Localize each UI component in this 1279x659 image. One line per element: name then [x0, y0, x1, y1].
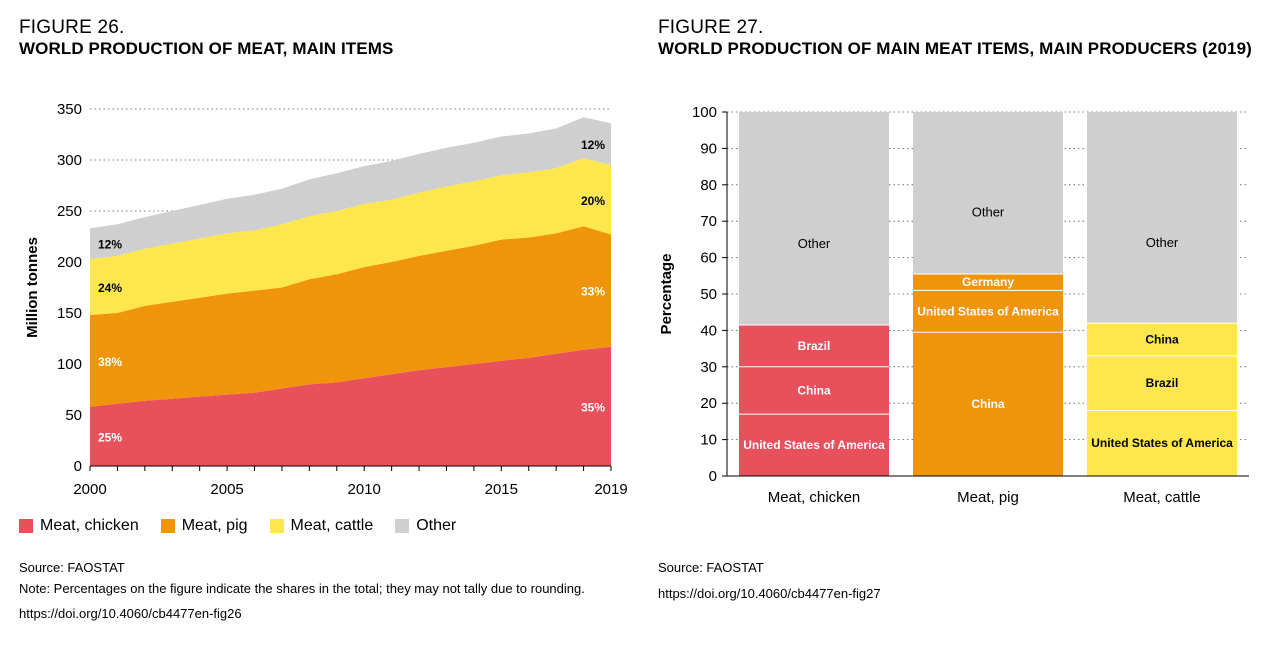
figure-26-note: Note: Percentages on the figure indicate… [19, 581, 585, 596]
y-tick-label: 100 [57, 356, 82, 373]
legend-label-other: Other [416, 517, 457, 534]
segment-label: China [1145, 333, 1179, 347]
figure-26-source: Source: FAOSTAT [19, 560, 125, 575]
legend-label-cattle: Meat, cattle [290, 517, 374, 534]
y-axis-label: Million tonnes [24, 237, 41, 338]
stacked-bar-chart: 0 10 20 30 40 50 60 70 80 90 100 United States of A… [658, 104, 1249, 506]
bar-segment [1087, 323, 1237, 356]
figure-26-doi-link[interactable]: https://doi.org/10.4060/cb4477en-fig26 [19, 606, 242, 621]
share-label: 12% [98, 238, 122, 252]
y-tick-label: 20 [700, 395, 717, 412]
share-label: 20% [581, 194, 605, 208]
y-tick-label: 150 [57, 305, 82, 322]
y-tick-label: 0 [709, 468, 717, 485]
y-tick-label: 70 [700, 213, 717, 230]
y-tick-label: 200 [57, 254, 82, 271]
legend-item-cattle: Meat, cattle [269, 517, 374, 535]
x-tick-label: 2000 [73, 481, 106, 498]
chart-legend: Meat, chicken Meat, pig Meat, cattle Oth… [19, 517, 456, 535]
legend-item-other: Other [395, 517, 456, 535]
bar-segment [1087, 112, 1237, 324]
y-tick-label: 40 [700, 322, 717, 339]
bar-segment [739, 414, 889, 476]
segment-label: Brazil [1146, 376, 1179, 390]
figure-27: FIGURE 27. WORLD PRODUCTION OF MAIN MEAT… [640, 0, 1279, 659]
bar-segment [1087, 410, 1237, 476]
y-tick-label: 80 [700, 177, 717, 194]
legend-swatch-pig [160, 519, 175, 533]
x-tick-label: 2019 [594, 481, 627, 498]
bar-segment [913, 290, 1063, 333]
y-tick-label: 50 [65, 407, 82, 424]
x-category-label: Meat, chicken [768, 489, 861, 506]
bar-segment [739, 366, 889, 415]
y-axis-label: Percentage [658, 254, 675, 335]
figure-27-title: WORLD PRODUCTION OF MAIN MEAT ITEMS, MAI… [658, 39, 1252, 58]
segment-label: Brazil [798, 339, 831, 353]
x-category-label: Meat, pig [957, 489, 1019, 506]
share-label: 35% [581, 400, 605, 414]
legend-swatch-chicken [19, 519, 33, 533]
y-tick-label: 60 [700, 250, 717, 267]
segment-label: China [797, 383, 831, 397]
segment-label: Other [972, 204, 1005, 219]
share-label: 12% [581, 138, 605, 152]
y-tick-label: 0 [74, 458, 82, 475]
bar-segment [913, 273, 1063, 291]
area-chart: 0 50 100 150 200 250 300 350 25% 38% 24% 12% 35% 33% 2… [24, 101, 628, 498]
x-tick-label: 2015 [485, 481, 518, 498]
figure-26: FIGURE 26. WORLD PRODUCTION OF MEAT, MAI… [19, 17, 628, 621]
legend-label-pig: Meat, pig [181, 517, 248, 534]
legend-item-pig: Meat, pig [160, 517, 248, 535]
y-tick-label: 50 [700, 286, 717, 303]
share-label: 24% [98, 281, 122, 295]
bar-segment [739, 324, 889, 367]
figure-27-doi-link[interactable]: https://doi.org/10.4060/cb4477en-fig27 [658, 586, 881, 601]
area-meat-pig [90, 226, 611, 407]
y-tick-label: 350 [57, 101, 82, 118]
figure-26-number: FIGURE 26. [19, 17, 125, 38]
area-meat-cattle [90, 158, 611, 315]
y-tick-label: 300 [57, 152, 82, 169]
y-tick-label: 100 [692, 104, 717, 121]
legend-swatch-other [395, 519, 410, 533]
figure-27-source: Source: FAOSTAT [658, 560, 764, 575]
x-category-label: Meat, cattle [1123, 489, 1201, 506]
share-label: 25% [98, 430, 122, 444]
segment-label: China [971, 397, 1005, 411]
share-label: 38% [98, 355, 122, 369]
segment-label: Other [1146, 235, 1179, 250]
figure-26-title: WORLD PRODUCTION OF MEAT, MAIN ITEMS [19, 39, 394, 58]
area-meat-chicken [90, 346, 611, 466]
x-tick-label: 2005 [210, 481, 243, 498]
y-tick-label: 250 [57, 203, 82, 220]
legend-item-chicken: Meat, chicken [19, 517, 139, 535]
legend-swatch-cattle [269, 519, 284, 533]
segment-label: United States of America [917, 304, 1059, 318]
y-tick-label: 30 [700, 359, 717, 376]
bar-segment [913, 332, 1063, 476]
bar-segment [913, 112, 1063, 274]
bar-segment [739, 112, 889, 325]
segment-label: Germany [962, 275, 1014, 289]
bar-segment [1087, 355, 1237, 411]
segment-label: United States of America [1091, 436, 1233, 450]
share-label: 33% [581, 285, 605, 299]
y-tick-label: 90 [700, 140, 717, 157]
segment-label: Other [798, 236, 831, 251]
legend-label-chicken: Meat, chicken [40, 517, 139, 534]
segment-label: United States of America [743, 438, 885, 452]
area-other [90, 117, 611, 259]
figure-27-number: FIGURE 27. [658, 17, 764, 38]
x-tick-label: 2010 [348, 481, 381, 498]
y-tick-label: 10 [700, 432, 717, 449]
